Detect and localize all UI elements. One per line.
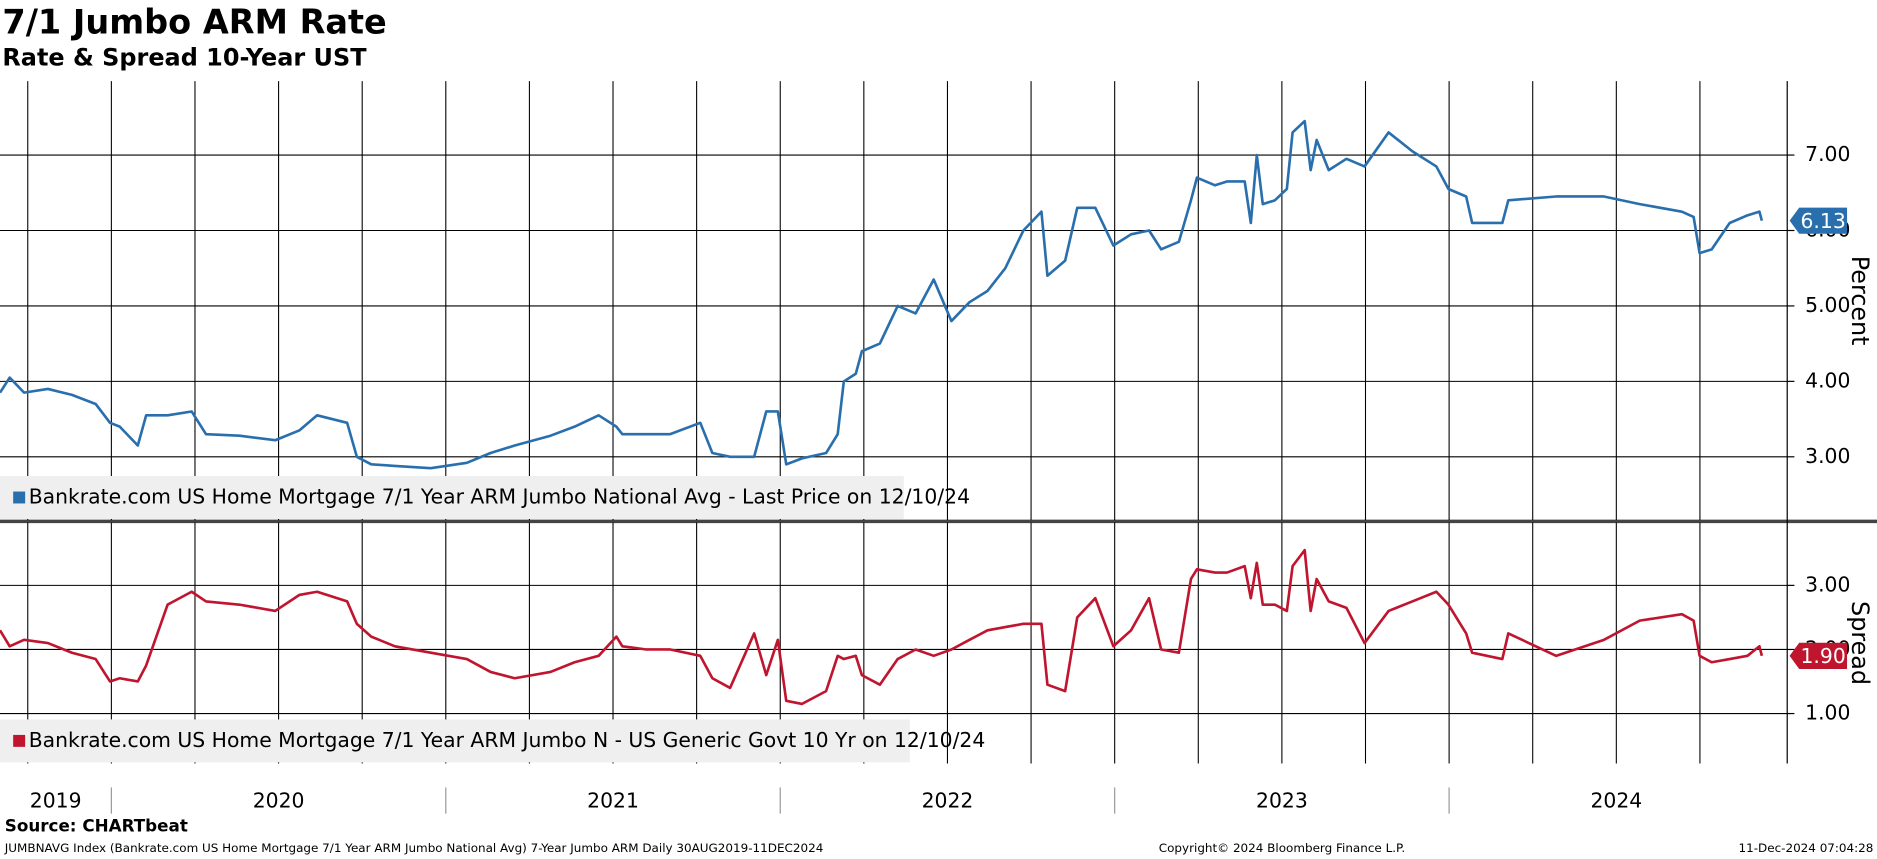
y-tick-label: 3.00 [1805, 444, 1850, 468]
legend-swatch [13, 491, 26, 504]
chart-subtitle: Rate & Spread 10-Year UST [2, 43, 367, 71]
description: JUMBNAVG Index (Bankrate.com US Home Mor… [4, 841, 824, 855]
x-tick-label: 2021 [587, 789, 639, 813]
x-tick-label: 2024 [1590, 789, 1642, 813]
y-tick-label: 1.00 [1805, 701, 1850, 725]
y-tick-label: 7.00 [1805, 142, 1850, 166]
chart-title: 7/1 Jumbo ARM Rate [2, 2, 386, 41]
last-value-label: 6.13 [1800, 209, 1845, 233]
x-tick-label: 2022 [922, 789, 974, 813]
source: Source: CHARTbeat [5, 815, 188, 835]
x-tick-label: 2019 [30, 789, 82, 813]
last-value-tag [1789, 207, 1848, 234]
line-series [0, 119, 1764, 470]
y-axis-label: Percent [1846, 256, 1874, 346]
x-tick-label: 2023 [1256, 789, 1308, 813]
copyright: Copyright© 2024 Bloomberg Finance L.P. [1159, 841, 1405, 855]
y-tick-label: 5.00 [1805, 293, 1850, 317]
legend-label: Bankrate.com US Home Mortgage 7/1 Year A… [29, 728, 986, 752]
last-value-tag [1789, 642, 1848, 669]
legend-swatch [13, 734, 26, 747]
timestamp: 11-Dec-2024 07:04:28 [1738, 841, 1873, 855]
y-axis-label: Spread [1846, 601, 1874, 685]
legend-label: Bankrate.com US Home Mortgage 7/1 Year A… [29, 485, 970, 509]
legend-box [0, 476, 904, 519]
y-tick-label: 4.00 [1805, 368, 1850, 392]
last-value-label: 1.90 [1800, 644, 1845, 668]
y-tick-label: 3.00 [1805, 572, 1850, 596]
x-tick-label: 2020 [253, 789, 305, 813]
legend-box [0, 719, 910, 763]
line-series [0, 548, 1764, 706]
